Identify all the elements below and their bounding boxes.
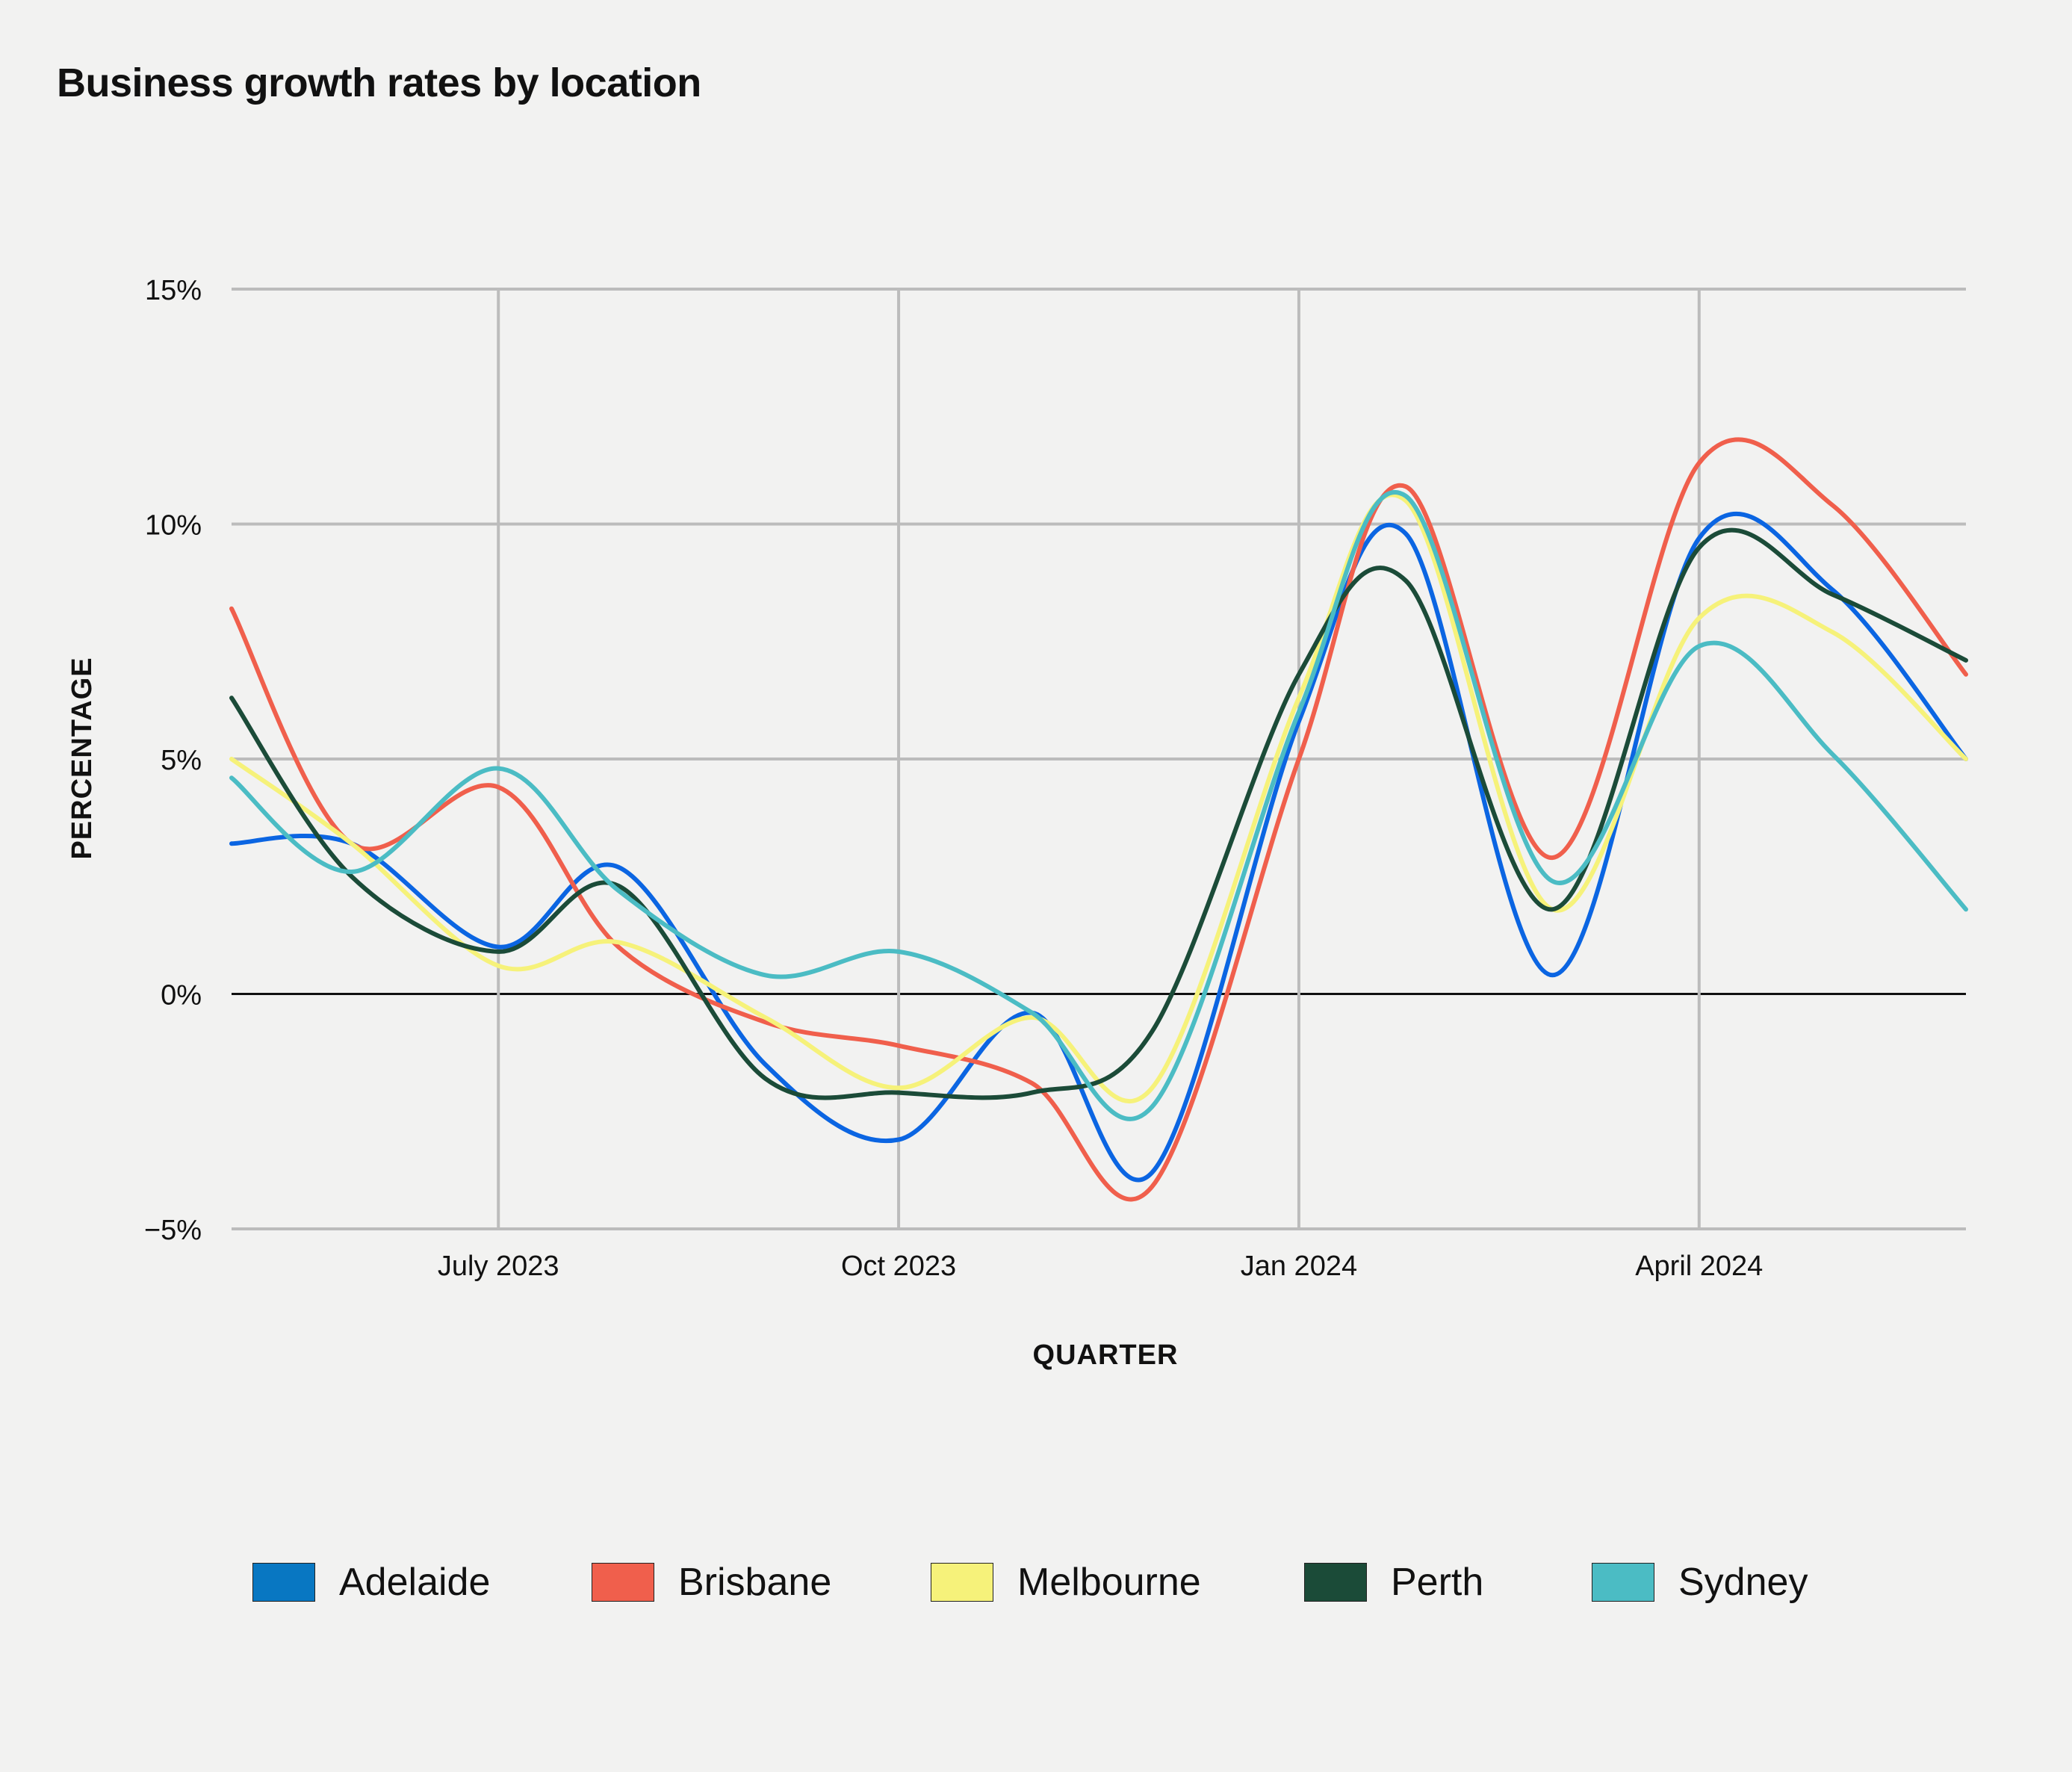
x-tick-label: April 2024 bbox=[1635, 1251, 1763, 1282]
legend-swatch bbox=[1592, 1563, 1654, 1602]
legend-label: Sydney bbox=[1678, 1561, 1808, 1604]
legend-label: Adelaide bbox=[339, 1561, 491, 1604]
legend-item-sydney: Sydney bbox=[1592, 1560, 1808, 1605]
series-line-brisbane bbox=[229, 437, 1968, 1202]
y-tick-labels: 15% 10% 5% 0% −5% bbox=[144, 275, 202, 1246]
x-tick-labels: July 2023 Oct 2023 Jan 2024 April 2024 bbox=[438, 1251, 1763, 1282]
y-axis-label: PERCENTAGE bbox=[66, 657, 98, 859]
series-line-perth bbox=[229, 527, 1968, 1100]
legend-item-melbourne: Melbourne bbox=[931, 1560, 1304, 1605]
x-tick-label: Oct 2023 bbox=[841, 1251, 956, 1282]
legend-item-perth: Perth bbox=[1304, 1560, 1592, 1605]
legend-item-adelaide: Adelaide bbox=[252, 1560, 592, 1605]
legend-label: Melbourne bbox=[1017, 1561, 1201, 1604]
y-tick-label: 0% bbox=[161, 980, 202, 1012]
grid-lines bbox=[232, 288, 1966, 1230]
chart-legend: Adelaide Brisbane Melbourne Perth Sydney bbox=[252, 1560, 1808, 1605]
legend-swatch bbox=[252, 1563, 315, 1602]
series-line-sydney bbox=[229, 489, 1968, 1121]
legend-label: Brisbane bbox=[678, 1561, 832, 1604]
chart-title: Business growth rates by location bbox=[57, 61, 701, 105]
legend-item-brisbane: Brisbane bbox=[592, 1560, 931, 1605]
legend-swatch bbox=[931, 1563, 993, 1602]
legend-swatch bbox=[592, 1563, 654, 1602]
x-tick-label: Jan 2024 bbox=[1241, 1251, 1357, 1282]
y-tick-label: −5% bbox=[144, 1215, 202, 1246]
series-line-melbourne bbox=[229, 492, 1968, 1104]
y-tick-label: 5% bbox=[161, 745, 202, 776]
legend-swatch bbox=[1304, 1563, 1367, 1602]
y-tick-label: 10% bbox=[145, 510, 202, 542]
legend-label: Perth bbox=[1391, 1561, 1484, 1604]
y-tick-label: 15% bbox=[145, 275, 202, 306]
x-axis-label: QUARTER bbox=[1033, 1339, 1179, 1371]
series-lines bbox=[229, 437, 1968, 1202]
x-tick-label: July 2023 bbox=[438, 1251, 559, 1282]
